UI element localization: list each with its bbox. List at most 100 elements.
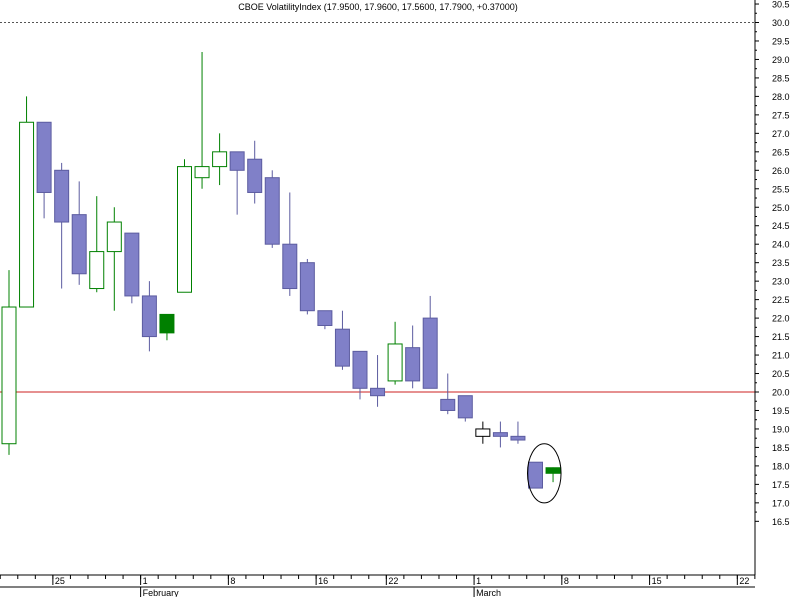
candle-26 <box>457 395 473 422</box>
y-tick-label-23: 28.0 <box>772 92 790 102</box>
candle-body-4 <box>71 214 87 275</box>
candle-body-26 <box>457 395 473 419</box>
y-tick-label-24: 28.5 <box>772 73 790 83</box>
candle-body-9 <box>159 313 175 334</box>
y-tick-label-19: 26.0 <box>772 166 790 176</box>
candle-5 <box>89 196 105 293</box>
y-tick-label-16: 24.5 <box>772 221 790 231</box>
y-tick-label-28: 30.5 <box>772 0 790 10</box>
y-tick-label-2: 17.5 <box>772 480 790 490</box>
x-axis: 25 1 8 16 22 1 8 15 22 February March <box>0 574 756 598</box>
candle-body-14 <box>247 158 263 193</box>
candle-7 <box>124 232 140 304</box>
candle-body-11 <box>194 166 210 179</box>
annotation-ellipse-0 <box>527 443 562 504</box>
candle-body-31 <box>545 467 561 474</box>
chart-title: CBOE VolatilityIndex (17.9500, 17.9600, … <box>238 2 517 12</box>
y-tick-label-20: 26.5 <box>772 147 790 157</box>
candle-body-2 <box>36 121 52 193</box>
y-tick-label-6: 19.5 <box>772 406 790 416</box>
y-tick-label-4: 18.5 <box>772 443 790 453</box>
candle-17 <box>299 258 315 315</box>
reference-lines <box>0 22 755 393</box>
candle-body-28 <box>492 432 508 437</box>
candle-27 <box>475 421 491 444</box>
y-tick-label-5: 19.0 <box>772 424 790 434</box>
candle-body-7 <box>124 232 140 297</box>
x-tick-label-5: 1 <box>476 576 481 586</box>
candle-18 <box>317 310 333 330</box>
y-tick-label-3: 18.0 <box>772 461 790 471</box>
candle-11 <box>194 52 210 189</box>
y-tick-label-9: 21.0 <box>772 351 790 361</box>
candle-28 <box>492 421 508 448</box>
candle-body-17 <box>299 262 315 312</box>
candle-19 <box>334 310 350 370</box>
candle-body-30 <box>528 461 543 489</box>
candle-23 <box>405 325 421 389</box>
annotations <box>527 443 562 504</box>
candle-body-5 <box>89 251 105 290</box>
candle-3 <box>54 162 70 289</box>
candle-body-18 <box>317 310 333 326</box>
y-tick-label-21: 27.0 <box>772 129 790 139</box>
candle-15 <box>264 170 280 248</box>
x-month-label-0: February <box>143 588 180 597</box>
x-tick-label-7: 15 <box>652 576 662 586</box>
candle-body-21 <box>370 387 386 397</box>
y-tick-label-13: 23.0 <box>772 277 790 287</box>
candle-body-22 <box>387 343 403 382</box>
candle-12 <box>212 133 228 186</box>
x-tick-label-3: 16 <box>318 576 328 586</box>
candle-22 <box>387 321 403 385</box>
y-tick-label-18: 25.5 <box>772 184 790 194</box>
candle-30 <box>528 461 543 489</box>
candle-13 <box>229 151 245 215</box>
y-tick-label-27: 30.0 <box>772 18 790 28</box>
candle-body-19 <box>334 328 350 367</box>
y-axis: 16.5 17.0 17.5 18.0 18.5 19.0 19.5 20.0 20.5 21.0… <box>754 0 790 575</box>
candle-body-29 <box>510 435 526 441</box>
candle-1 <box>19 96 35 308</box>
candle-body-8 <box>141 295 157 338</box>
candle-body-13 <box>229 151 245 171</box>
candle-body-25 <box>440 398 456 411</box>
candle-body-3 <box>54 169 70 223</box>
candle-6 <box>106 207 122 311</box>
y-tick-label-12: 22.5 <box>772 295 790 305</box>
y-tick-label-15: 24.0 <box>772 240 790 250</box>
y-tick-label-25: 29.0 <box>772 55 790 65</box>
candles <box>1 52 561 489</box>
x-tick-label-0: 25 <box>55 576 65 586</box>
candle-body-23 <box>405 347 421 382</box>
candle-body-20 <box>352 350 368 389</box>
candle-29 <box>510 421 526 444</box>
candle-20 <box>352 350 368 400</box>
x-tick-label-2: 8 <box>230 576 235 586</box>
candle-body-10 <box>177 166 192 293</box>
candle-body-27 <box>475 428 491 437</box>
candle-0 <box>1 270 17 455</box>
y-tick-label-7: 20.0 <box>772 388 790 398</box>
x-tick-label-4: 22 <box>388 576 398 586</box>
candle-25 <box>440 373 456 415</box>
candle-body-15 <box>264 177 280 245</box>
x-month-label-1: March <box>476 588 501 597</box>
candle-24 <box>422 295 438 389</box>
y-tick-label-22: 27.5 <box>772 110 790 120</box>
candle-4 <box>71 181 87 285</box>
y-tick-label-10: 21.5 <box>772 332 790 342</box>
y-tick-label-0: 16.5 <box>772 517 790 527</box>
y-tick-label-14: 23.5 <box>772 258 790 268</box>
candle-body-24 <box>422 317 438 389</box>
y-tick-label-17: 25.0 <box>772 203 790 213</box>
candle-body-0 <box>1 306 17 445</box>
candle-body-1 <box>19 121 35 308</box>
x-tick-label-6: 8 <box>564 576 569 586</box>
candle-31 <box>545 467 561 483</box>
candle-8 <box>141 281 157 352</box>
candle-body-12 <box>212 151 228 168</box>
candle-14 <box>247 140 263 204</box>
